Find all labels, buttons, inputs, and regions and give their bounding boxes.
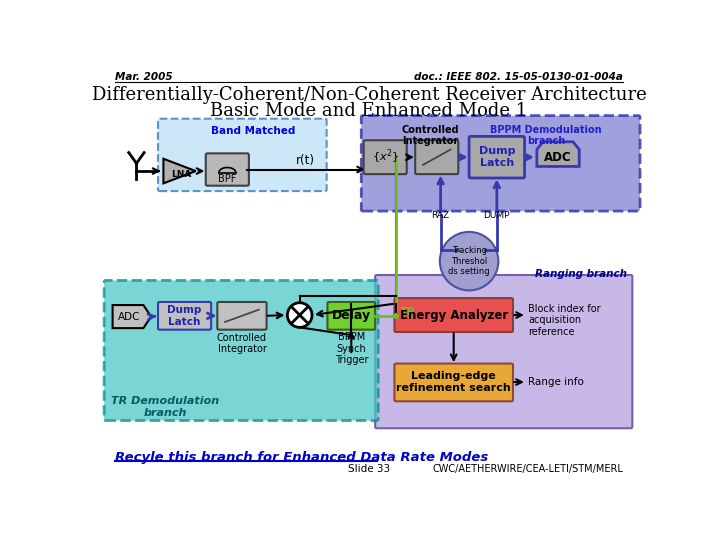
FancyBboxPatch shape [375, 275, 632, 428]
FancyBboxPatch shape [395, 298, 513, 332]
Text: Ranging branch: Ranging branch [535, 269, 627, 279]
Text: Mar. 2005: Mar. 2005 [115, 72, 173, 83]
FancyBboxPatch shape [415, 140, 459, 174]
FancyBboxPatch shape [206, 153, 249, 186]
FancyBboxPatch shape [469, 137, 525, 178]
FancyBboxPatch shape [158, 302, 211, 330]
Circle shape [440, 232, 498, 291]
Text: ADC: ADC [118, 312, 141, 322]
Text: Tracking
Threshol
ds setting: Tracking Threshol ds setting [449, 246, 490, 276]
Text: LNA: LNA [171, 170, 192, 179]
FancyBboxPatch shape [395, 363, 513, 401]
Text: Leading-edge
refinement search: Leading-edge refinement search [396, 371, 511, 393]
Text: $\{x^2\}$: $\{x^2\}$ [372, 148, 399, 166]
Text: Dump
Latch: Dump Latch [167, 305, 202, 327]
Polygon shape [537, 142, 579, 166]
Text: CWC/AETHERWIRE/CEA-LETI/STM/MERL: CWC/AETHERWIRE/CEA-LETI/STM/MERL [432, 464, 623, 474]
FancyBboxPatch shape [328, 302, 375, 330]
Text: Slide 33: Slide 33 [348, 464, 390, 474]
Circle shape [287, 303, 312, 327]
FancyBboxPatch shape [104, 280, 378, 421]
Text: Recyle this branch for Enhanced Data Rate Modes: Recyle this branch for Enhanced Data Rat… [115, 451, 488, 464]
Text: r(t): r(t) [297, 154, 315, 167]
FancyBboxPatch shape [217, 302, 266, 330]
Text: Range info: Range info [528, 377, 584, 387]
Text: ADC: ADC [544, 151, 572, 165]
Text: Differentially-Coherent/Non-Coherent Receiver Architecture: Differentially-Coherent/Non-Coherent Rec… [91, 86, 647, 104]
Text: Delay: Delay [332, 309, 371, 322]
FancyBboxPatch shape [361, 116, 640, 211]
Text: BPPM Demodulation
branch: BPPM Demodulation branch [490, 125, 602, 146]
Polygon shape [163, 159, 196, 184]
Text: TR Demodulation
branch: TR Demodulation branch [111, 396, 219, 417]
Text: Controlled
Integrator: Controlled Integrator [402, 125, 459, 146]
Text: Band Matched: Band Matched [211, 126, 296, 137]
Text: doc.: IEEE 802. 15-05-0130-01-004a: doc.: IEEE 802. 15-05-0130-01-004a [414, 72, 623, 83]
Text: Basic Mode and Enhanced Mode 1: Basic Mode and Enhanced Mode 1 [210, 102, 528, 120]
Text: Dump
Latch: Dump Latch [479, 146, 515, 168]
Circle shape [393, 312, 399, 318]
FancyBboxPatch shape [158, 119, 327, 191]
Polygon shape [112, 305, 151, 328]
Text: TR: TR [400, 307, 416, 317]
Text: Energy Analyzer: Energy Analyzer [400, 308, 508, 321]
Text: BPPM
Synch
Trigger: BPPM Synch Trigger [335, 332, 368, 365]
FancyBboxPatch shape [364, 140, 407, 174]
Text: RAZ: RAZ [431, 211, 450, 220]
Text: Block index for
acquisition
reference: Block index for acquisition reference [528, 303, 601, 337]
Text: Controlled
Integrator: Controlled Integrator [217, 333, 267, 354]
Circle shape [393, 313, 399, 319]
Text: DUMP: DUMP [484, 211, 510, 220]
Text: BPF: BPF [218, 174, 236, 184]
